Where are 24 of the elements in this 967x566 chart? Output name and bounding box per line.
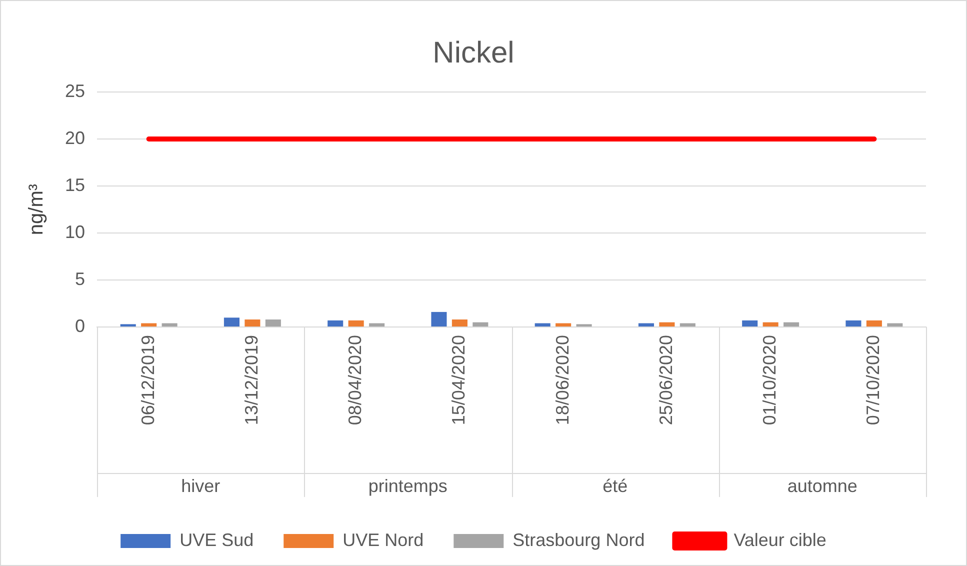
y-tick-label: 0 xyxy=(75,316,86,336)
x-tick-label: 25/06/2020 xyxy=(656,335,676,426)
y-tick-label: 20 xyxy=(64,128,86,148)
chart-title: Nickel xyxy=(432,36,514,70)
legend-label: UVE Sud xyxy=(180,530,254,550)
x-tick-label: 08/04/2020 xyxy=(345,335,366,426)
legend-label: Strasbourg Nord xyxy=(512,530,645,550)
x-tick-label: 13/12/2019 xyxy=(241,335,262,426)
text: automne xyxy=(787,476,858,496)
x-tick-label: 07/10/2020 xyxy=(863,335,884,426)
text: printemps xyxy=(368,476,448,496)
x-tick-label: 18/06/2020 xyxy=(552,335,572,426)
y-axis-title: ng/m³ xyxy=(26,184,48,236)
y-tick-label: 25 xyxy=(64,80,86,101)
x-tick-label: 01/10/2020 xyxy=(760,335,780,426)
x-tick-label: 06/12/2019 xyxy=(138,335,158,426)
y-tick-label: 10 xyxy=(64,222,86,242)
y-tick-label: 15 xyxy=(64,174,86,195)
legend-label: UVE Nord xyxy=(342,530,424,550)
legend-label: Valeur cible xyxy=(734,530,826,550)
y-tick-label: 5 xyxy=(75,268,86,289)
text: été xyxy=(602,476,628,496)
x-tick-label: 15/04/2020 xyxy=(448,335,469,426)
text: hiver xyxy=(181,476,220,496)
